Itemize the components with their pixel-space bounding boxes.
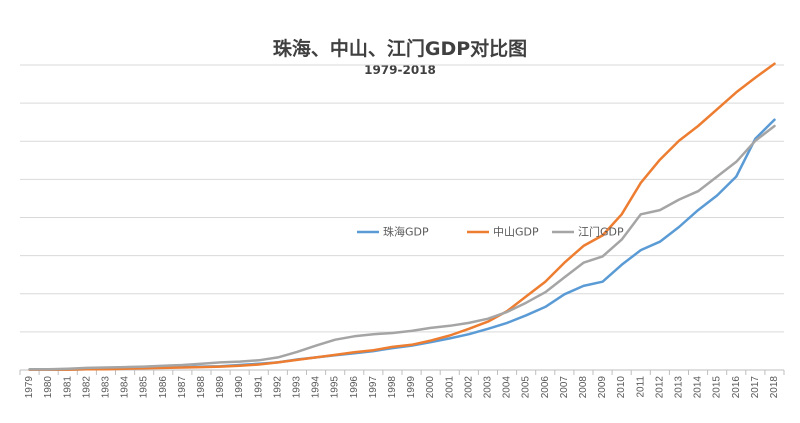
x-tick-label: 1996: [349, 376, 360, 399]
x-tick-label: 1993: [291, 376, 302, 399]
x-tick-label: 1989: [215, 376, 226, 399]
x-tick-label: 2000: [425, 376, 436, 399]
x-tick-label: 1998: [387, 376, 398, 399]
legend-label: 中山GDP: [493, 226, 539, 239]
x-tick-label: 2015: [712, 376, 723, 399]
series-line: [28, 124, 776, 371]
x-tick-label: 2017: [750, 376, 761, 399]
x-tick-label: 1980: [43, 376, 54, 399]
x-tick-label: 1990: [234, 376, 245, 399]
series-line: [28, 62, 776, 371]
x-tick-label: 2006: [540, 376, 551, 399]
x-tick-label: 1984: [120, 376, 131, 399]
x-tick-label: 1992: [272, 376, 283, 399]
series-lines: [28, 62, 776, 371]
chart-subtitle: 1979-2018: [364, 63, 436, 77]
x-tick-label: 1999: [406, 376, 417, 399]
x-tick-label: 1997: [368, 376, 379, 399]
x-tick-label: 2013: [673, 376, 684, 399]
gridlines: [20, 64, 784, 333]
x-tick-label: 1991: [253, 376, 264, 399]
x-tick-label: 2004: [502, 376, 513, 399]
x-tick-label: 2010: [616, 376, 627, 399]
x-tick-label: 2009: [597, 376, 608, 399]
legend-label: 珠海GDP: [383, 225, 429, 239]
x-tick-label: 1982: [81, 376, 92, 399]
x-tick-label: 2016: [731, 376, 742, 399]
chart-title: 珠海、中山、江门GDP对比图: [272, 38, 528, 60]
x-tick-label: 2007: [559, 376, 570, 399]
x-tick-label: 2003: [482, 376, 493, 399]
x-tick-label: 2002: [463, 376, 474, 399]
x-tick-label: 1986: [158, 376, 169, 399]
x-tick-label: 1995: [330, 376, 341, 399]
legend: 珠海GDP 中山GDP 江门GDP: [357, 225, 624, 239]
x-tick-label: 1987: [177, 376, 188, 399]
x-tick-label: 2005: [521, 376, 532, 399]
x-tick-label: 2018: [769, 376, 780, 399]
x-tick-label: 1979: [24, 376, 35, 399]
x-tick-label: 2012: [654, 376, 665, 399]
x-tick-label: 1981: [62, 376, 73, 399]
x-axis: 1979 1980 1981 1982 1983 1984 1985 1986 1987 1988…: [19, 369, 785, 399]
x-tick-label: 2011: [635, 376, 646, 398]
x-tick-label: 2008: [578, 376, 589, 399]
x-tick-label: 2014: [693, 376, 704, 399]
legend-label: 江门GDP: [578, 225, 624, 239]
x-tick-label: 1988: [196, 376, 207, 399]
x-tick-label: 2001: [444, 376, 455, 399]
x-tick-label: 1983: [100, 376, 111, 399]
x-tick-label: 1985: [139, 376, 150, 399]
x-tick-label: 1994: [311, 376, 322, 399]
